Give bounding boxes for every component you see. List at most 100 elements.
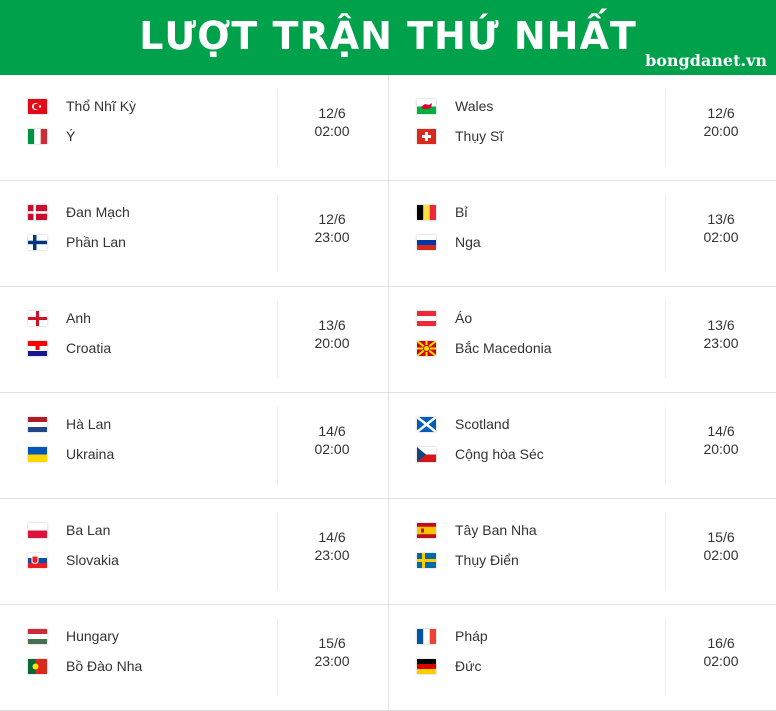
match-date: 16/6 (707, 635, 735, 651)
home-team-name: Thổ Nhĩ Kỳ (66, 98, 137, 114)
match-time: 23:00 (314, 229, 350, 245)
kickoff: 12/6 20:00 (666, 104, 776, 140)
home-team: Ba Lan (28, 520, 110, 540)
match-card[interactable]: Anh Croatia 13/6 20:00 (0, 287, 388, 392)
match-row: Hungary Bồ Đào Nha 15/6 23:00 Pháp Đức 16… (0, 605, 776, 711)
russia-flag-icon (417, 234, 436, 250)
home-team: Wales (417, 96, 493, 116)
kickoff: 13/6 23:00 (666, 316, 776, 352)
away-team: Nga (417, 232, 481, 252)
home-team: Tây Ban Nha (417, 520, 537, 540)
match-date: 13/6 (318, 317, 346, 333)
away-team-name: Bồ Đào Nha (66, 658, 143, 674)
sweden-flag-icon (417, 552, 436, 568)
france-flag-icon (417, 628, 436, 644)
kickoff: 16/6 02:00 (666, 634, 776, 670)
kickoff: 12/6 02:00 (277, 104, 387, 140)
match-row: Thổ Nhĩ Kỳ Ý 12/6 02:00 Wales Thụy Sĩ 12/… (0, 75, 776, 181)
page-title: LƯỢT TRẬN THỨ NHẤT (139, 14, 637, 58)
home-team: Áo (417, 308, 472, 328)
home-team-name: Hà Lan (66, 416, 112, 432)
slovakia-flag-icon (28, 552, 47, 568)
kickoff: 15/6 02:00 (666, 528, 776, 564)
divider (277, 195, 278, 272)
match-row: Anh Croatia 13/6 20:00 Áo Bắc Macedonia 1… (0, 287, 776, 393)
away-team-name: Croatia (66, 340, 112, 356)
home-team: Scotland (417, 414, 509, 434)
match-row: Ba Lan Slovakia 14/6 23:00 Tây Ban Nha Th… (0, 499, 776, 605)
denmark-flag-icon (28, 204, 47, 220)
divider (277, 301, 278, 378)
match-time: 20:00 (314, 335, 350, 351)
home-team-name: Tây Ban Nha (455, 522, 537, 538)
match-grid: Thổ Nhĩ Kỳ Ý 12/6 02:00 Wales Thụy Sĩ 12/… (0, 75, 776, 711)
home-team-name: Pháp (455, 628, 488, 644)
kickoff: 15/6 23:00 (277, 634, 387, 670)
kickoff: 14/6 02:00 (277, 422, 387, 458)
kickoff: 14/6 20:00 (666, 422, 776, 458)
home-team-name: Hungary (66, 628, 119, 644)
divider (665, 195, 666, 272)
away-team: Slovakia (28, 550, 119, 570)
away-team: Croatia (28, 338, 111, 358)
match-date: 15/6 (707, 529, 735, 545)
ukraine-flag-icon (28, 446, 47, 462)
turkey-flag-icon (28, 98, 47, 114)
away-team-name: Thụy Điển (455, 552, 519, 568)
away-team-name: Ý (66, 128, 76, 144)
match-card[interactable]: Áo Bắc Macedonia 13/6 23:00 (388, 287, 776, 392)
match-card[interactable]: Tây Ban Nha Thụy Điển 15/6 02:00 (388, 499, 776, 604)
match-card[interactable]: Pháp Đức 16/6 02:00 (388, 605, 776, 710)
match-card[interactable]: Thổ Nhĩ Kỳ Ý 12/6 02:00 (0, 75, 388, 180)
match-card[interactable]: Hungary Bồ Đào Nha 15/6 23:00 (0, 605, 388, 710)
match-card[interactable]: Wales Thụy Sĩ 12/6 20:00 (388, 75, 776, 180)
match-card[interactable]: Scotland Cộng hòa Séc 14/6 20:00 (388, 393, 776, 498)
match-card[interactable]: Ba Lan Slovakia 14/6 23:00 (0, 499, 388, 604)
home-team-name: Scotland (455, 416, 510, 432)
away-team: Cộng hòa Séc (417, 444, 544, 464)
match-card[interactable]: Đan Mạch Phần Lan 12/6 23:00 (0, 181, 388, 286)
match-time: 02:00 (703, 653, 739, 669)
divider (665, 619, 666, 696)
away-team: Bắc Macedonia (417, 338, 552, 358)
match-date: 12/6 (318, 105, 346, 121)
away-team-name: Phần Lan (66, 234, 126, 250)
away-team: Ý (28, 126, 75, 146)
match-time: 02:00 (314, 123, 350, 139)
north-macedonia-flag-icon (417, 340, 436, 356)
croatia-flag-icon (28, 340, 47, 356)
poland-flag-icon (28, 522, 47, 538)
home-team-name: Wales (455, 98, 494, 114)
portugal-flag-icon (28, 658, 47, 674)
netherlands-flag-icon (28, 416, 47, 432)
home-team: Đan Mạch (28, 202, 130, 222)
home-team-name: Áo (455, 310, 473, 326)
england-flag-icon (28, 310, 47, 326)
match-card[interactable]: Bỉ Nga 13/6 02:00 (388, 181, 776, 286)
italy-flag-icon (28, 128, 47, 144)
match-time: 20:00 (703, 441, 739, 457)
divider (665, 513, 666, 590)
match-time: 23:00 (314, 653, 350, 669)
away-team-name: Đức (455, 658, 482, 674)
finland-flag-icon (28, 234, 47, 250)
austria-flag-icon (417, 310, 436, 326)
belgium-flag-icon (417, 204, 436, 220)
czech-flag-icon (417, 446, 436, 462)
home-team: Anh (28, 308, 91, 328)
wales-flag-icon (417, 98, 436, 114)
germany-flag-icon (417, 658, 436, 674)
away-team: Bồ Đào Nha (28, 656, 142, 676)
match-time: 02:00 (314, 441, 350, 457)
match-card[interactable]: Hà Lan Ukraina 14/6 02:00 (0, 393, 388, 498)
divider (665, 407, 666, 484)
away-team-name: Cộng hòa Séc (455, 446, 544, 462)
match-time: 23:00 (703, 335, 739, 351)
match-date: 14/6 (318, 423, 346, 439)
match-time: 02:00 (703, 547, 739, 563)
away-team-name: Slovakia (66, 552, 119, 568)
home-team: Hungary (28, 626, 119, 646)
away-team-name: Thụy Sĩ (455, 128, 504, 144)
scotland-flag-icon (417, 416, 436, 432)
away-team-name: Ukraina (66, 446, 115, 462)
